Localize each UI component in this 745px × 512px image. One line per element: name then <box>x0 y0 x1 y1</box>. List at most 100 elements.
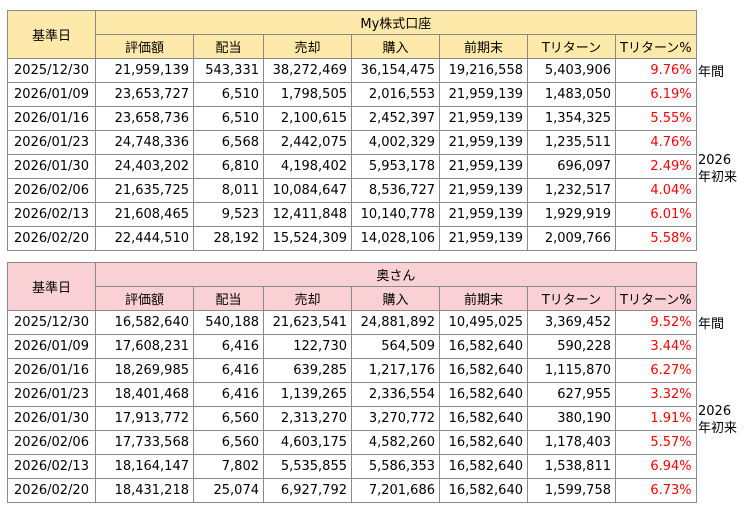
col-header-dividend: 配当 <box>193 286 264 311</box>
cell-dividend: 28,192 <box>193 226 264 251</box>
cell-valuation: 17,608,231 <box>95 334 194 359</box>
cell-total-return: 1,483,050 <box>527 82 616 107</box>
column-header-row: 評価額 配当 売却 購入 前期末 Tリターン Tリターン% <box>8 286 697 311</box>
col-header-total-return-pct: Tリターン% <box>615 286 697 311</box>
col-header-dividend: 配当 <box>193 34 264 59</box>
cell-date: 2026/01/09 <box>7 82 96 107</box>
table-row: 2026/02/20 18,431,218 25,074 6,927,792 7,201… <box>7 478 697 503</box>
cell-total-return-pct: 5.58% <box>615 226 697 251</box>
table-row: 2026/01/16 23,658,736 6,510 2,100,615 2,452,… <box>7 106 697 131</box>
cell-dividend: 8,011 <box>193 178 264 203</box>
cell-purchases: 5,586,353 <box>351 454 440 479</box>
cell-prior-period-end: 21,959,139 <box>439 82 528 107</box>
note-ytd-label: 年初来 <box>698 170 738 185</box>
cell-total-return: 1,354,325 <box>527 106 616 131</box>
cell-sales: 2,442,075 <box>263 130 352 155</box>
cell-dividend: 6,416 <box>193 382 264 407</box>
col-header-total-return: Tリターン <box>527 286 616 311</box>
cell-total-return-pct: 9.76% <box>615 58 697 83</box>
cell-total-return-pct: 6.19% <box>615 82 697 107</box>
cell-total-return-pct: 2.49% <box>615 154 697 179</box>
table-row: 2025/12/30 16,582,640 540,188 21,623,541 24,… <box>7 310 697 335</box>
cell-prior-period-end: 21,959,139 <box>439 226 528 251</box>
cell-dividend: 6,510 <box>193 82 264 107</box>
cell-date: 2026/01/16 <box>7 358 96 383</box>
cell-total-return-pct: 6.73% <box>615 478 697 503</box>
cell-purchases: 2,336,554 <box>351 382 440 407</box>
cell-total-return: 1,115,870 <box>527 358 616 383</box>
col-header-valuation: 評価額 <box>95 286 194 311</box>
table-title: My株式口座 <box>95 10 697 35</box>
col-header-total-return-pct: Tリターン% <box>615 34 697 59</box>
cell-total-return: 5,403,906 <box>527 58 616 83</box>
cell-total-return-pct: 1.91% <box>615 406 697 431</box>
cell-prior-period-end: 16,582,640 <box>439 406 528 431</box>
table-row: 2026/01/23 18,401,468 6,416 1,139,265 2,336,… <box>7 382 697 407</box>
cell-valuation: 21,635,725 <box>95 178 194 203</box>
cell-dividend: 543,331 <box>193 58 264 83</box>
cell-total-return-pct: 3.32% <box>615 382 697 407</box>
cell-date: 2025/12/30 <box>7 58 96 83</box>
cell-total-return: 1,235,511 <box>527 130 616 155</box>
table-row: 2026/01/16 18,269,985 6,416 639,285 1,217,17… <box>7 358 697 383</box>
column-header-row: 評価額 配当 売却 購入 前期末 Tリターン Tリターン% <box>8 34 697 59</box>
cell-dividend: 6,560 <box>193 406 264 431</box>
cell-purchases: 2,452,397 <box>351 106 440 131</box>
cell-sales: 122,730 <box>263 334 352 359</box>
cell-dividend: 6,416 <box>193 334 264 359</box>
note-ytd-year: 2026 <box>698 153 732 168</box>
cell-total-return-pct: 4.76% <box>615 130 697 155</box>
cell-prior-period-end: 19,216,558 <box>439 58 528 83</box>
cell-dividend: 6,568 <box>193 130 264 155</box>
cell-date: 2026/01/23 <box>7 382 96 407</box>
cell-purchases: 4,002,329 <box>351 130 440 155</box>
account-table-wife: 基準日 奥さん 評価額 配当 売却 購入 前期末 Tリターン Tリターン% 20… <box>7 262 697 503</box>
cell-sales: 6,927,792 <box>263 478 352 503</box>
cell-prior-period-end: 16,582,640 <box>439 478 528 503</box>
cell-date: 2026/02/20 <box>7 478 96 503</box>
table-row: 2026/01/23 24,748,336 6,568 2,442,075 4,002,… <box>7 130 697 155</box>
cell-dividend: 6,416 <box>193 358 264 383</box>
cell-sales: 38,272,469 <box>263 58 352 83</box>
cell-purchases: 14,028,106 <box>351 226 440 251</box>
cell-dividend: 25,074 <box>193 478 264 503</box>
cell-sales: 15,524,309 <box>263 226 352 251</box>
cell-date: 2026/01/16 <box>7 106 96 131</box>
note-annual: 年間 <box>698 65 725 80</box>
table-row: 2026/02/13 21,608,465 9,523 12,411,848 10,14… <box>7 202 697 227</box>
cell-total-return: 380,190 <box>527 406 616 431</box>
cell-prior-period-end: 16,582,640 <box>439 430 528 455</box>
cell-sales: 12,411,848 <box>263 202 352 227</box>
col-header-valuation: 評価額 <box>95 34 194 59</box>
cell-purchases: 5,953,178 <box>351 154 440 179</box>
cell-prior-period-end: 21,959,139 <box>439 178 528 203</box>
cell-purchases: 7,201,686 <box>351 478 440 503</box>
cell-sales: 2,100,615 <box>263 106 352 131</box>
cell-total-return: 3,369,452 <box>527 310 616 335</box>
cell-sales: 1,139,265 <box>263 382 352 407</box>
cell-prior-period-end: 21,959,139 <box>439 106 528 131</box>
cell-total-return-pct: 9.52% <box>615 310 697 335</box>
cell-total-return-pct: 6.94% <box>615 454 697 479</box>
table-row: 2026/02/20 22,444,510 28,192 15,524,309 14,0… <box>7 226 697 251</box>
col-header-purchases: 購入 <box>351 286 440 311</box>
cell-date: 2026/01/09 <box>7 334 96 359</box>
cell-valuation: 17,913,772 <box>95 406 194 431</box>
cell-valuation: 18,401,468 <box>95 382 194 407</box>
cell-sales: 1,798,505 <box>263 82 352 107</box>
col-header-sales: 売却 <box>263 34 352 59</box>
cell-date: 2026/02/06 <box>7 178 96 203</box>
cell-date: 2026/01/30 <box>7 154 96 179</box>
cell-date: 2026/02/13 <box>7 202 96 227</box>
cell-date: 2026/01/23 <box>7 130 96 155</box>
cell-date: 2025/12/30 <box>7 310 96 335</box>
cell-total-return-pct: 6.01% <box>615 202 697 227</box>
cell-dividend: 7,802 <box>193 454 264 479</box>
cell-date: 2026/02/20 <box>7 226 96 251</box>
cell-total-return: 590,228 <box>527 334 616 359</box>
note-ytd-year: 2026 <box>698 404 732 419</box>
cell-purchases: 2,016,553 <box>351 82 440 107</box>
cell-prior-period-end: 21,959,139 <box>439 130 528 155</box>
cell-total-return-pct: 5.57% <box>615 430 697 455</box>
cell-date: 2026/02/06 <box>7 430 96 455</box>
